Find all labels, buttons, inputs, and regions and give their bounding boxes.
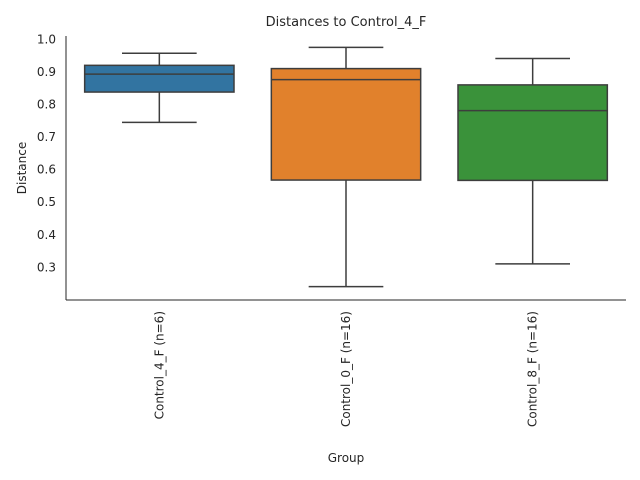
y-tick-label: 0.4 [37,228,56,242]
box-group [270,46,422,288]
box-body [83,64,235,93]
y-tick-label: 0.3 [37,260,56,274]
y-axis-ticks: 0.3 0.4 0.5 0.6 0.7 0.8 0.9 1.0 [37,32,56,274]
y-tick-label: 0.8 [37,97,56,111]
box-body [457,84,609,182]
x-axis-ticks: Control_4_F (n=6) Control_0_F (n=16) Contr… [152,311,539,427]
x-axis-title: Group [328,451,365,465]
y-tick-label: 0.7 [37,130,56,144]
box-group [83,52,235,124]
x-tick-label: Control_8_F (n=16) [526,311,540,427]
y-axis-title: Distance [15,142,29,194]
box-body [270,67,422,181]
box-group [457,57,609,265]
x-tick-label: Control_0_F (n=16) [339,311,353,427]
plot-area [83,46,609,288]
y-tick-label: 0.6 [37,163,56,177]
y-tick-label: 0.9 [37,65,56,79]
x-tick-label: Control_4_F (n=6) [152,311,166,419]
chart-title: Distances to Control_4_F [266,15,427,30]
y-tick-label: 0.5 [37,195,56,209]
y-tick-label: 1.0 [37,32,56,46]
